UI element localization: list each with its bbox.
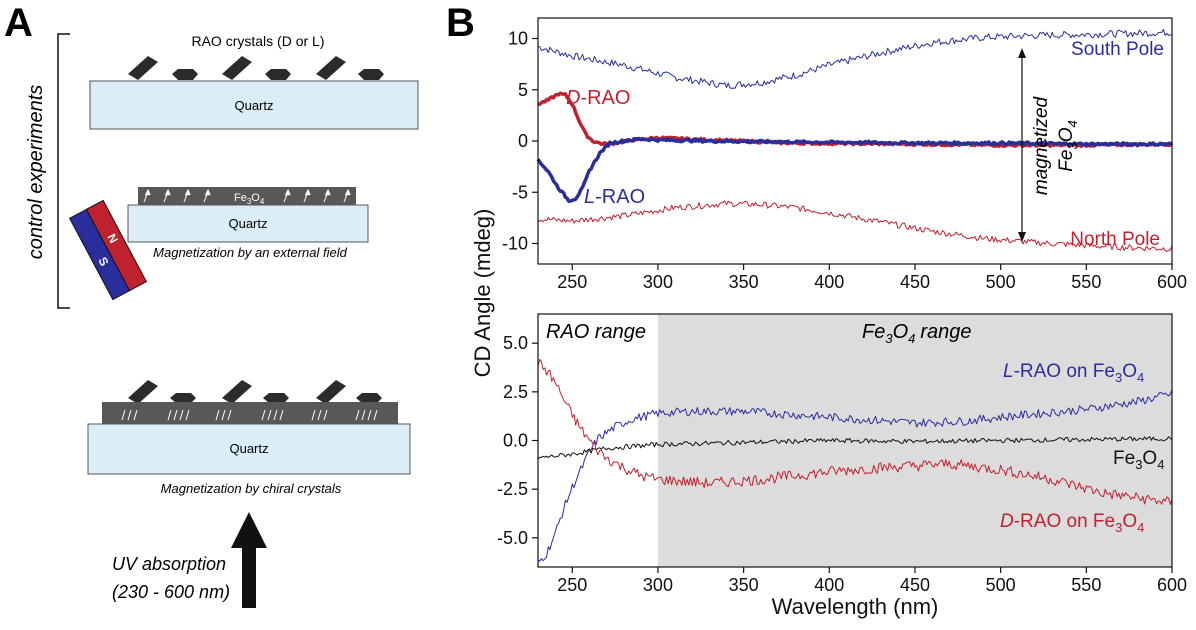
y-tick-label: 0.0 <box>503 431 528 451</box>
panel-a-letter: A <box>4 1 33 45</box>
series-line-d-rao-on-fe3o4 <box>537 358 1173 505</box>
x-tick-label: 450 <box>900 272 930 292</box>
top-series <box>536 28 1174 252</box>
fe3o4-film-bottom <box>102 402 398 424</box>
caption-chiral-crystals: Magnetization by chiral crystals <box>161 481 342 496</box>
crystal-flat <box>265 69 291 80</box>
rao-crystals-bottom <box>128 380 382 404</box>
caption-external-field: Magnetization by an external field <box>153 245 347 260</box>
y-tick-label: 10 <box>508 29 528 49</box>
series-line-l-rao <box>536 136 1173 203</box>
fe3o4-series-label: Fe3O4 <box>1113 448 1164 472</box>
top-plot-frame <box>537 17 1173 265</box>
y-axis-label: CD Angle (mdeg) <box>470 209 495 378</box>
top-axis-ticks: 250 300 350 400 450 500 550 600 10 5 0 -5 -10 <box>502 29 1187 293</box>
quartz-slab-middle <box>127 204 369 243</box>
crystal-tilted <box>316 56 346 80</box>
control-bracket <box>57 33 70 309</box>
x-tick-label: 300 <box>643 575 673 595</box>
series-line-south-pole <box>537 28 1172 89</box>
x-tick-label: 500 <box>986 575 1016 595</box>
crystal-flat <box>172 69 198 80</box>
bottom-series <box>537 358 1173 562</box>
uv-range-label: (230 - 600 nm) <box>112 582 230 602</box>
x-tick-label: 350 <box>729 272 759 292</box>
y-tick-label: -5.0 <box>497 528 528 548</box>
magnetized-label: magnetized <box>1031 95 1052 195</box>
x-tick-label: 600 <box>1157 575 1187 595</box>
uv-arrow <box>231 512 267 608</box>
x-tick-label: 400 <box>814 272 844 292</box>
d-rao-label: D-RAO <box>566 87 630 109</box>
l-rao-on-fe3o4-label: L-RAO on Fe3O4 <box>1003 361 1144 385</box>
series-line-l-rao-on-fe3o4 <box>537 389 1173 562</box>
panel-b: B 250 300 350 400 450 500 550 600 10 5 0 -5 -10 Sout… <box>446 1 1187 619</box>
y-tick-label: 5.0 <box>503 333 528 353</box>
spin-arrows-middle <box>143 188 351 203</box>
series-line-fe3o4 <box>537 436 1173 460</box>
rao-crystals-label: RAO crystals (D or L) <box>191 33 324 49</box>
bottom-plot-frame <box>537 313 1173 568</box>
crystal-tilted <box>222 56 252 80</box>
x-tick-label: 250 <box>557 272 587 292</box>
bar-magnet: N S <box>68 199 148 301</box>
crystal-flat <box>170 393 196 403</box>
magnetized-fe3o4-label: Fe3O4 <box>1056 120 1080 171</box>
crystal-tilted <box>222 380 252 404</box>
south-pole-label: South Pole <box>1071 39 1164 60</box>
x-tick-label: 350 <box>729 575 759 595</box>
spin-arrows-bottom <box>121 409 378 421</box>
y-tick-label: -5 <box>512 182 528 202</box>
panel-b-letter: B <box>446 1 475 45</box>
crystal-tilted <box>128 56 158 80</box>
crystal-tilted <box>316 380 346 404</box>
crystal-flat <box>358 69 384 80</box>
arrow-head-up <box>1018 48 1026 58</box>
rao-crystals-top <box>128 56 384 80</box>
x-tick-label: 250 <box>557 575 587 595</box>
fe3o4-film-label: Fe3O4 <box>234 192 265 206</box>
panel-a: A control experiments RAO crystals (D or… <box>4 1 419 608</box>
x-tick-label: 500 <box>986 272 1016 292</box>
y-tick-label: 5 <box>518 80 528 100</box>
x-axis-label: Wavelength (nm) <box>772 594 939 619</box>
y-tick-label: -10 <box>502 234 528 254</box>
uv-absorption-label: UV absorption <box>112 554 226 574</box>
quartz-slab-top <box>89 80 419 130</box>
x-tick-label: 300 <box>643 272 673 292</box>
crystal-flat <box>356 393 382 403</box>
x-tick-label: 550 <box>1071 575 1101 595</box>
bottom-plot: 250 300 350 400 450 500 550 600 5.0 2.5 0.0 -2.5 -5.… <box>497 313 1187 595</box>
x-tick-label: 550 <box>1071 272 1101 292</box>
d-rao-on-fe3o4-label: D-RAO on Fe3O4 <box>1000 511 1144 535</box>
rao-range-label: RAO range <box>546 321 646 343</box>
y-tick-label: -2.5 <box>497 479 528 499</box>
bottom-axis-ticks: 250 300 350 400 450 500 550 600 5.0 2.5 0.0 -2.5 -5.… <box>497 333 1187 595</box>
quartz-label-bottom: Quartz <box>229 441 268 456</box>
quartz-label-middle: Quartz <box>228 216 267 231</box>
top-plot: 250 300 350 400 450 500 550 600 10 5 0 -5 -10 South … <box>502 17 1187 293</box>
series-line-north-pole <box>537 200 1173 252</box>
x-tick-label: 400 <box>814 575 844 595</box>
y-tick-label: 2.5 <box>503 382 528 402</box>
arrow-head-down <box>1018 232 1026 242</box>
crystal-tilted <box>128 380 158 404</box>
x-tick-label: 600 <box>1157 272 1187 292</box>
fe3o4-range-label: Fe3O4 range <box>862 321 972 346</box>
x-tick-label: 450 <box>900 575 930 595</box>
fe3o4-film-middle <box>138 187 356 205</box>
north-pole-label: North Pole <box>1070 229 1160 250</box>
quartz-slab-bottom <box>87 423 411 475</box>
l-rao-label: L-RAO <box>584 186 645 208</box>
crystal-flat <box>263 393 289 403</box>
control-experiments-label: control experiments <box>25 85 47 260</box>
quartz-label-top: Quartz <box>234 98 273 113</box>
y-tick-label: 0 <box>518 131 528 151</box>
